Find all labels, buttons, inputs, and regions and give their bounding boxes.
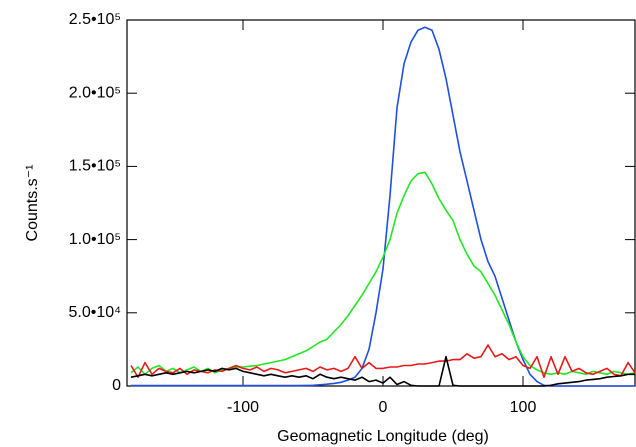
y-tick-label: 2.0•10⁵ xyxy=(69,84,121,101)
x-tick-label: 100 xyxy=(510,399,537,416)
data-line xyxy=(130,171,636,376)
y-tick-label: 5.0•10⁴ xyxy=(68,304,121,321)
data-line xyxy=(130,355,635,387)
y-tick-label: 1.5•10⁵ xyxy=(69,158,121,175)
y-axis-label: Counts.s⁻¹ xyxy=(24,165,41,242)
plot-frame xyxy=(126,19,636,387)
data-line xyxy=(131,26,635,387)
y-tick-label: 2.5•10⁵ xyxy=(69,11,121,28)
x-axis-label: Geomagnetic Longitude (deg) xyxy=(277,428,489,445)
x-tick-label: -100 xyxy=(227,399,259,416)
x-tick-label: 0 xyxy=(379,399,388,416)
data-line xyxy=(130,344,636,378)
y-tick-label: 1.0•10⁵ xyxy=(69,231,121,248)
y-tick-label: 0 xyxy=(112,377,121,394)
